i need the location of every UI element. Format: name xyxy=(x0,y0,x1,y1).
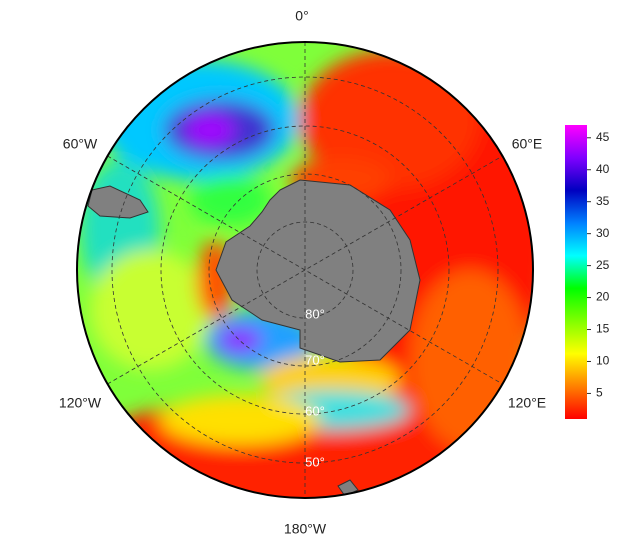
meridian-label: 60°E xyxy=(512,136,543,152)
colorbar-scale xyxy=(565,125,587,419)
meridian-label: 0° xyxy=(295,8,308,24)
colorbar-tick-label: 40 xyxy=(596,162,610,176)
map-field xyxy=(77,42,533,498)
latitude-label: 60° xyxy=(305,403,325,418)
map-border xyxy=(76,41,534,499)
latitude-label: 80° xyxy=(305,306,325,321)
colorbar-tick-label: 15 xyxy=(596,322,610,336)
meridian-label: 120°W xyxy=(59,395,102,411)
meridian-label: 180°W xyxy=(284,521,327,537)
colorbar-tick-label: 25 xyxy=(596,258,610,272)
colorbar: 5 10 15 20 25 30 35 40 45 xyxy=(565,125,610,419)
meridian-label: 120°E xyxy=(508,395,546,411)
colorbar-tick-label: 30 xyxy=(596,226,610,240)
colorbar-tick-label: 45 xyxy=(596,130,610,144)
meridian-label: 60°W xyxy=(63,136,98,152)
colorbar-tick-label: 35 xyxy=(596,194,610,208)
colorbar-tick-label: 20 xyxy=(596,290,610,304)
colorbar-tick-label: 5 xyxy=(596,386,603,400)
colorbar-tick-label: 10 xyxy=(596,354,610,368)
latitude-label: 50° xyxy=(305,454,325,469)
latitude-label: 70° xyxy=(305,352,325,367)
